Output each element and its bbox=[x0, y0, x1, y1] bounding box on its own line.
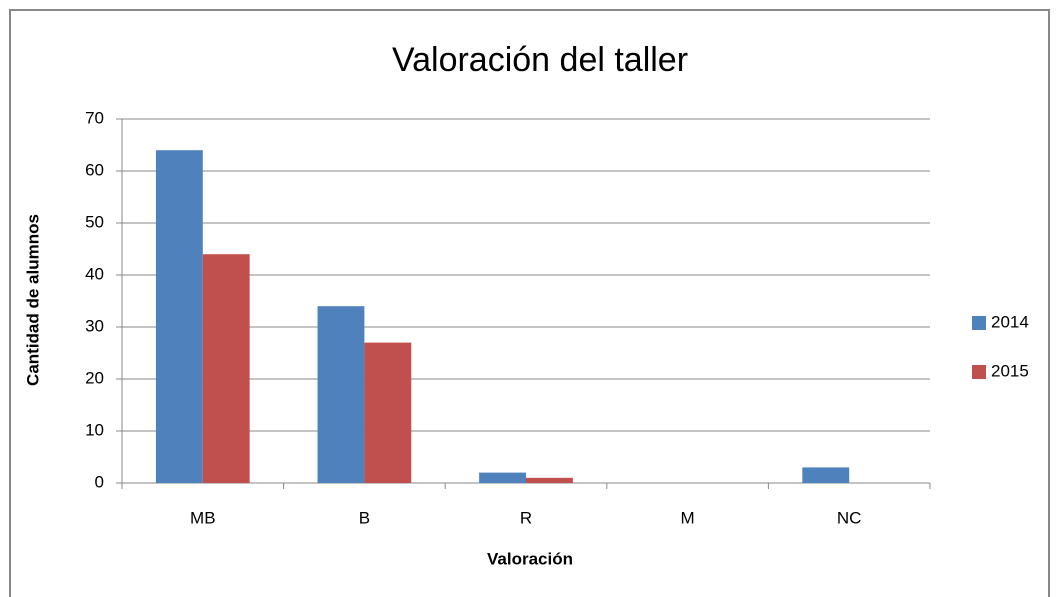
bar bbox=[526, 477, 573, 483]
y-axis-label: Cantidad de alumnos bbox=[23, 214, 42, 386]
legend-swatch bbox=[972, 365, 986, 379]
bar bbox=[202, 254, 250, 483]
y-tick-label: 70 bbox=[85, 108, 104, 127]
y-tick-label: 60 bbox=[85, 160, 104, 179]
bar bbox=[479, 472, 526, 483]
x-axis-label: Valoración bbox=[487, 549, 573, 568]
x-tick-label: B bbox=[359, 508, 370, 527]
x-tick-label: M bbox=[681, 508, 695, 527]
y-tick-label: 20 bbox=[85, 368, 104, 387]
legend-label: 2015 bbox=[991, 361, 1029, 380]
bar bbox=[802, 467, 850, 483]
x-tick-label: MB bbox=[190, 508, 216, 527]
y-tick-label: 40 bbox=[85, 264, 104, 283]
x-tick-label: NC bbox=[837, 508, 862, 527]
y-tick-label: 0 bbox=[95, 472, 104, 491]
y-tick-label: 30 bbox=[85, 316, 104, 335]
bar bbox=[317, 306, 365, 483]
chart-title: Valoración del taller bbox=[392, 41, 688, 79]
bar bbox=[364, 342, 412, 483]
bar bbox=[155, 150, 203, 483]
y-tick-label: 10 bbox=[85, 420, 104, 439]
x-tick-label: R bbox=[520, 508, 532, 527]
y-tick-label: 50 bbox=[85, 212, 104, 231]
legend-label: 2014 bbox=[991, 312, 1029, 331]
legend-swatch bbox=[972, 316, 986, 330]
